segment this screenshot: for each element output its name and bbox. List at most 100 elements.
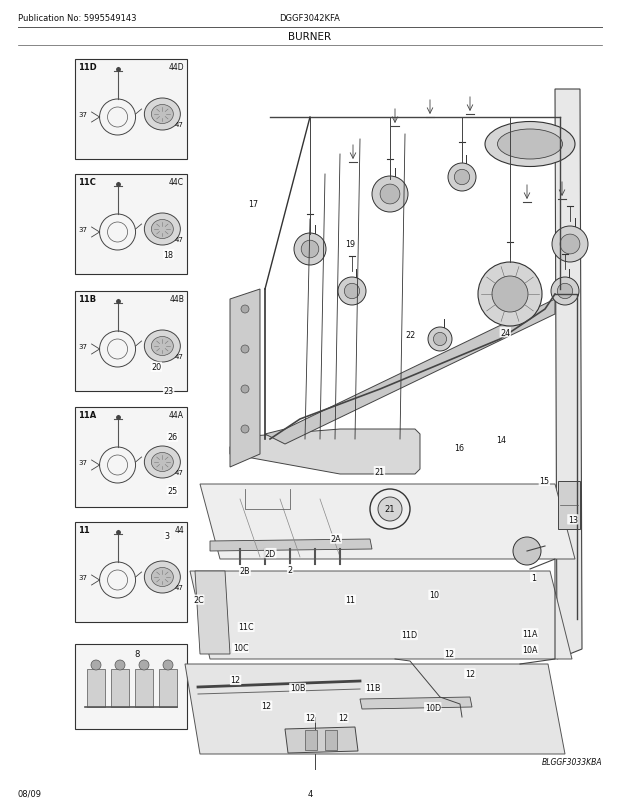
Text: 4: 4 — [308, 789, 312, 798]
Text: 11A: 11A — [522, 629, 538, 638]
Text: 10C: 10C — [232, 643, 249, 653]
Circle shape — [241, 306, 249, 314]
Circle shape — [552, 227, 588, 263]
Text: DGGF3042KFA: DGGF3042KFA — [280, 14, 340, 23]
Text: 12: 12 — [338, 713, 348, 723]
Circle shape — [163, 660, 173, 670]
Circle shape — [428, 327, 452, 351]
Text: 12: 12 — [305, 713, 315, 723]
Circle shape — [378, 497, 402, 521]
Text: 47: 47 — [175, 237, 184, 243]
Text: 37: 37 — [78, 460, 87, 465]
Bar — [75, 60, 187, 160]
Circle shape — [513, 537, 541, 565]
Text: 12: 12 — [262, 701, 272, 711]
Circle shape — [241, 386, 249, 394]
Ellipse shape — [144, 330, 180, 363]
Polygon shape — [555, 90, 582, 659]
Bar — [305, 730, 317, 750]
Text: 21: 21 — [374, 467, 384, 476]
Text: 44B: 44B — [169, 294, 184, 304]
Circle shape — [557, 284, 573, 299]
Circle shape — [344, 284, 360, 299]
Text: 25: 25 — [167, 486, 177, 496]
Bar — [325, 730, 337, 750]
Text: 47: 47 — [175, 122, 184, 128]
Circle shape — [370, 489, 410, 529]
Text: 3: 3 — [165, 531, 170, 541]
Circle shape — [492, 277, 528, 313]
Circle shape — [91, 660, 101, 670]
Text: 2C: 2C — [193, 595, 204, 605]
Text: 47: 47 — [175, 354, 184, 359]
Text: 14: 14 — [496, 435, 506, 444]
Text: 16: 16 — [454, 443, 464, 452]
Ellipse shape — [144, 561, 180, 593]
Text: 10: 10 — [429, 590, 439, 600]
Bar — [111, 669, 129, 707]
Text: 37: 37 — [78, 111, 87, 118]
Text: 13: 13 — [568, 515, 578, 525]
Ellipse shape — [151, 453, 174, 472]
Ellipse shape — [497, 130, 562, 160]
Polygon shape — [360, 697, 472, 709]
Text: 11: 11 — [345, 595, 355, 605]
Text: 11C: 11C — [238, 622, 254, 632]
Text: 12: 12 — [231, 675, 241, 685]
Bar — [135, 669, 153, 707]
Text: 11B: 11B — [78, 294, 96, 304]
Text: 12: 12 — [445, 649, 454, 658]
Text: 11D: 11D — [401, 630, 417, 640]
Text: 17: 17 — [248, 200, 258, 209]
Ellipse shape — [144, 99, 180, 131]
Circle shape — [433, 333, 446, 346]
Text: 23: 23 — [164, 387, 174, 396]
Circle shape — [560, 235, 580, 254]
Circle shape — [380, 185, 400, 205]
Text: 44: 44 — [174, 525, 184, 534]
Text: BURNER: BURNER — [288, 32, 332, 42]
Text: 1: 1 — [531, 573, 536, 582]
Text: 2A: 2A — [330, 534, 342, 544]
Text: 12: 12 — [465, 669, 475, 678]
Circle shape — [372, 176, 408, 213]
Text: BLGGF3033KBA: BLGGF3033KBA — [541, 757, 602, 766]
Ellipse shape — [144, 214, 180, 245]
Polygon shape — [190, 571, 572, 659]
Text: 44D: 44D — [169, 63, 184, 72]
Bar — [75, 175, 187, 274]
Circle shape — [139, 660, 149, 670]
Text: 08/09: 08/09 — [18, 789, 42, 798]
Polygon shape — [185, 664, 565, 754]
Text: 15: 15 — [539, 476, 549, 486]
Text: 11A: 11A — [78, 411, 96, 419]
Text: 2B: 2B — [239, 566, 250, 576]
Polygon shape — [200, 484, 575, 559]
Ellipse shape — [151, 568, 174, 587]
Bar — [75, 292, 187, 391]
Text: 37: 37 — [78, 227, 87, 233]
Text: 44C: 44C — [169, 178, 184, 187]
Ellipse shape — [151, 337, 174, 356]
Ellipse shape — [151, 105, 174, 124]
Polygon shape — [230, 290, 260, 468]
Circle shape — [115, 660, 125, 670]
Ellipse shape — [144, 447, 180, 479]
Polygon shape — [210, 539, 372, 551]
Ellipse shape — [151, 221, 174, 239]
Text: 44A: 44A — [169, 411, 184, 419]
Text: 8: 8 — [134, 649, 140, 658]
Text: 11D: 11D — [78, 63, 97, 72]
Text: 11C: 11C — [78, 178, 96, 187]
Polygon shape — [195, 571, 230, 654]
Text: 37: 37 — [78, 574, 87, 581]
Text: 18: 18 — [164, 250, 174, 260]
Text: 47: 47 — [175, 469, 184, 476]
Circle shape — [551, 277, 579, 306]
Text: 26: 26 — [167, 432, 177, 442]
Text: 2: 2 — [288, 565, 293, 574]
Text: 19: 19 — [345, 240, 355, 249]
Text: 47: 47 — [175, 585, 184, 590]
Bar — [87, 669, 105, 707]
Text: 20: 20 — [151, 363, 161, 372]
